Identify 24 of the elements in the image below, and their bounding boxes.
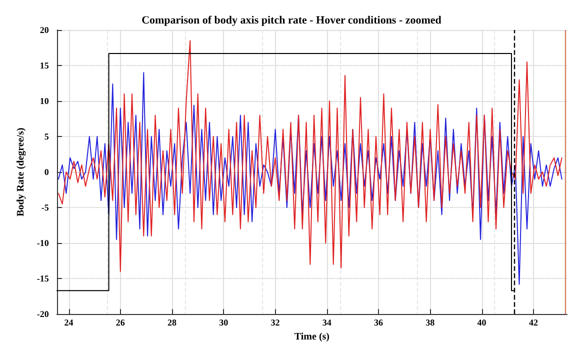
x-tick-label: 26 — [116, 318, 126, 328]
y-axis-title: Body Rate (degree/s) — [16, 128, 26, 216]
y-tick-label: 0 — [44, 167, 50, 178]
x-tick-label: 38 — [426, 318, 436, 328]
y-tick-label: 15 — [40, 60, 50, 71]
x-tick-label: 24 — [64, 318, 74, 328]
x-tick-label: 32 — [270, 318, 280, 328]
y-tick-label: 20 — [40, 25, 50, 35]
line-series — [58, 40, 562, 272]
y-tick-label: -5 — [41, 202, 50, 213]
x-tick-label: 36 — [374, 318, 384, 328]
x-tick-label: 42 — [528, 318, 538, 328]
y-tick-label: -20 — [36, 309, 50, 320]
x-axis-title: Time (s) — [294, 332, 330, 342]
y-tick-label: -15 — [36, 274, 50, 284]
x-tick-label: 34 — [322, 318, 332, 328]
line-series — [58, 72, 562, 285]
x-tick-label: 28 — [168, 318, 178, 328]
chart-title: Comparison of body axis pitch rate - Hover conditions - zoomed — [142, 14, 442, 26]
y-tick-label: 10 — [40, 96, 50, 106]
y-tick-label: -10 — [36, 238, 50, 248]
y-tick-label: 5 — [44, 132, 50, 142]
x-tick-label: 30 — [219, 318, 229, 328]
x-tick-label: 40 — [477, 318, 487, 328]
